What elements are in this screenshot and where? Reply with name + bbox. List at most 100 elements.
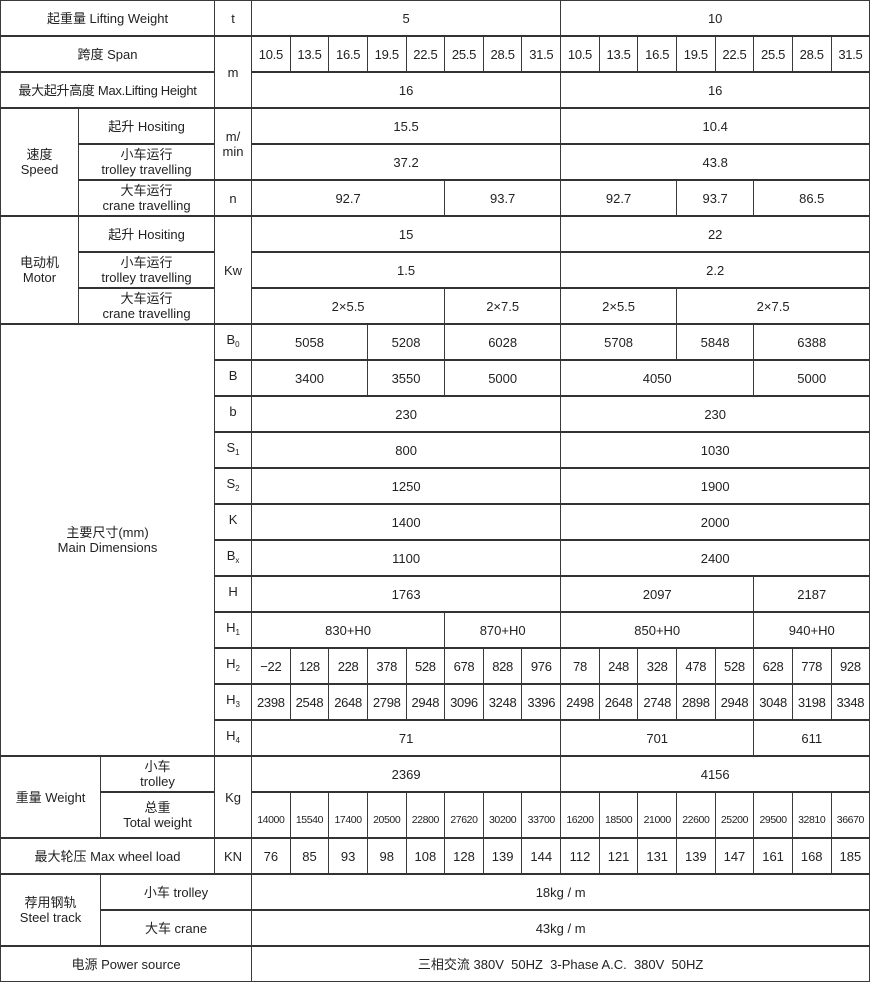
- label-english: trolley travelling: [101, 162, 192, 177]
- value-cell: 21000: [637, 791, 678, 839]
- value-cell: 20500: [366, 791, 407, 839]
- dimension-symbol: S: [226, 440, 236, 455]
- value-cell: 16.5: [637, 35, 678, 73]
- row-motor-crane: 大车运行 crane travelling 2×5.5 2×7.5 2×5.5 2×7.5: [1, 287, 870, 325]
- value-cell: 3550: [366, 359, 446, 397]
- value-cell: 230: [251, 395, 562, 433]
- row-label: 最大起升高度 Max.Lifting Height: [0, 71, 216, 109]
- value-cell: 1030: [560, 431, 870, 469]
- dimension-symbol: H: [228, 584, 238, 599]
- dimension-symbol: H: [226, 620, 236, 635]
- value-cell: 93.7: [444, 179, 562, 217]
- value-cell: 6028: [444, 323, 562, 361]
- value-cell: 22: [560, 215, 870, 253]
- value-cell: 17400: [328, 791, 368, 839]
- value-cell: 6388: [753, 323, 870, 361]
- value-cell: 10: [560, 0, 870, 37]
- label-chinese: 荐用钢轨: [24, 895, 77, 910]
- row-label: 起重量 Lifting Weight: [0, 0, 216, 37]
- dimension-symbol-cell: S2: [214, 467, 253, 505]
- value-cell: 19.5: [676, 35, 716, 73]
- dimension-subscript: 1: [235, 628, 240, 637]
- value-cell: 128: [289, 647, 330, 685]
- value-cell: 10.5: [251, 35, 291, 73]
- dimension-subscript: 1: [235, 448, 240, 457]
- value-cell: 92.7: [251, 179, 446, 217]
- label-english: Speed: [20, 162, 59, 177]
- value-cell: 3348: [830, 683, 870, 721]
- value-cell: 85: [289, 837, 330, 875]
- row-label: 小车运行 trolley travelling: [77, 251, 216, 289]
- value-cell: 611: [753, 719, 870, 757]
- row-power-source: 电源 Power source 三相交流 380V 50HZ 3-Phase A.…: [0, 945, 870, 982]
- value-cell: 33700: [521, 791, 562, 839]
- label-english: Motor: [22, 270, 57, 285]
- value-cell: 2×7.5: [676, 287, 870, 325]
- dimension-symbol: K: [228, 512, 238, 527]
- value-cell: 16.5: [328, 35, 368, 73]
- row-label: 起升 Hositing: [77, 215, 216, 253]
- value-cell: 147: [714, 837, 755, 875]
- value-cell: 2×5.5: [560, 287, 678, 325]
- row-speed-hoisting: 速度 Speed 起升 Hositing m/ min 15.5 10.4: [0, 107, 870, 217]
- value-cell: 828: [482, 647, 523, 685]
- value-cell: 三相交流 380V 50HZ 3-Phase A.C. 380V 50HZ: [251, 945, 870, 982]
- dimension-symbol: b: [229, 404, 237, 419]
- group-label: 电动机 Motor: [0, 215, 79, 325]
- label-chinese: 主要尺寸(mm): [66, 525, 149, 540]
- value-cell: 121: [598, 837, 639, 875]
- value-cell: 2648: [328, 683, 368, 721]
- value-cell: 1763: [251, 575, 562, 613]
- value-cell: 1400: [251, 503, 562, 541]
- value-cell: 2748: [637, 683, 678, 721]
- value-cell: 830+H0: [251, 611, 446, 649]
- row-weight-total: 总重 Total weight 14000 15540 17400 20500 22800 2…: [1, 791, 870, 839]
- value-cell: 144: [521, 837, 562, 875]
- value-cell: 3198: [791, 683, 832, 721]
- value-cell: 76: [251, 837, 291, 875]
- value-cell: 36670: [830, 791, 870, 839]
- value-cell: 13.5: [598, 35, 639, 73]
- row-dimension: Bx 1100 2400: [1, 539, 870, 577]
- value-cell: 28.5: [482, 35, 523, 73]
- value-cell: 248: [598, 647, 639, 685]
- unit-cell: Kg: [214, 755, 253, 839]
- value-cell: 31.5: [521, 35, 562, 73]
- value-cell: 78: [560, 647, 600, 685]
- value-cell: 4156: [560, 755, 870, 793]
- unit-cell: m/ min: [214, 107, 253, 181]
- value-cell: 3248: [482, 683, 523, 721]
- dimension-symbol-cell: H4: [214, 719, 253, 757]
- value-cell: 2×7.5: [444, 287, 562, 325]
- value-cell: 2648: [598, 683, 639, 721]
- value-cell: 16: [251, 71, 562, 109]
- label-english: Total weight: [123, 815, 192, 830]
- value-cell: 86.5: [753, 179, 870, 217]
- value-cell: 4050: [560, 359, 755, 397]
- row-label: 电源 Power source: [0, 945, 253, 982]
- row-steel-track-crane: 大车 crane 43kg / m: [1, 909, 870, 947]
- value-cell: 228: [328, 647, 368, 685]
- row-dimension: 主要尺寸(mm) Main Dimensions B0 5058 5208 6028 570…: [0, 323, 870, 757]
- value-cell: 27620: [444, 791, 484, 839]
- row-label: 小车 trolley: [99, 755, 216, 793]
- row-steel-track-trolley: 荐用钢轨 Steel track 小车 trolley 18kg / m: [0, 873, 870, 947]
- value-cell: 16: [560, 71, 870, 109]
- dimension-symbol-cell: B: [214, 359, 253, 397]
- group-label: 荐用钢轨 Steel track: [0, 873, 101, 947]
- row-speed-crane: 大车运行 crane travelling n 92.7 93.7 92.7 93.7 86.…: [1, 179, 870, 217]
- label-english: trolley travelling: [101, 270, 192, 285]
- dimension-symbol: H: [226, 728, 236, 743]
- dimension-subscript: 3: [235, 700, 240, 709]
- value-cell: 976: [521, 647, 562, 685]
- dimension-symbol: S: [226, 476, 236, 491]
- label-english: trolley: [140, 774, 175, 789]
- dimension-subscript: 0: [235, 340, 240, 349]
- value-cell: 5000: [444, 359, 562, 397]
- value-cell: 13.5: [289, 35, 330, 73]
- value-cell: 2548: [289, 683, 330, 721]
- value-cell: −22: [251, 647, 291, 685]
- value-cell: 3048: [753, 683, 793, 721]
- value-cell: 528: [405, 647, 446, 685]
